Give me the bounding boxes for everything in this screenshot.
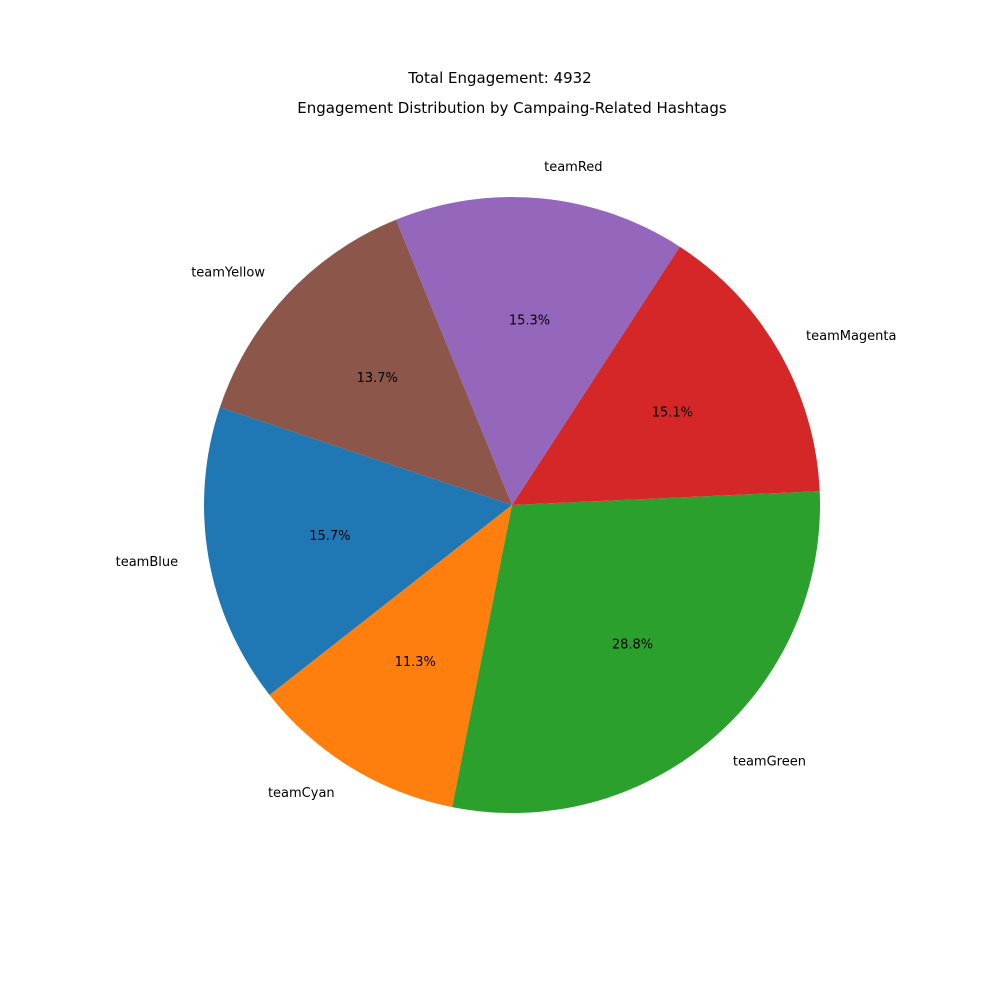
pie-slice-teamGreen [452,491,821,813]
slice-category-label: teamMagenta [806,329,896,344]
pie-slice-teamBlue [204,407,512,695]
slice-percent-label: 13.7% [357,371,398,386]
pie-slices [204,196,821,813]
pie-slice-teamCyan [269,505,512,808]
slice-category-label: teamYellow [191,266,265,281]
chart-title: Engagement Distribution by Campaing-Rela… [297,99,727,117]
pie-slice-teamMagenta [512,246,820,505]
slice-percent-label: 15.7% [309,529,350,544]
slice-percent-label: 15.3% [509,314,550,329]
chart-suptitle: Total Engagement: 4932 [407,69,591,87]
slice-category-label: teamGreen [733,754,806,769]
slice-category-labels: teamBlue teamCyan teamGreen teamMagenta team… [116,160,897,801]
slice-category-label: teamRed [544,160,602,175]
slice-percent-label: 11.3% [395,655,436,670]
slice-percent-label: 15.1% [652,406,693,421]
slice-category-label: teamCyan [268,786,335,801]
slice-percent-labels: 15.7% 11.3% 28.8% 15.1% 15.3% 13.7% [309,314,693,670]
pie-slice-teamRed [395,196,680,505]
slice-category-label: teamBlue [116,555,179,570]
slice-percent-label: 28.8% [612,638,653,653]
pie-slice-teamYellow [219,219,513,505]
